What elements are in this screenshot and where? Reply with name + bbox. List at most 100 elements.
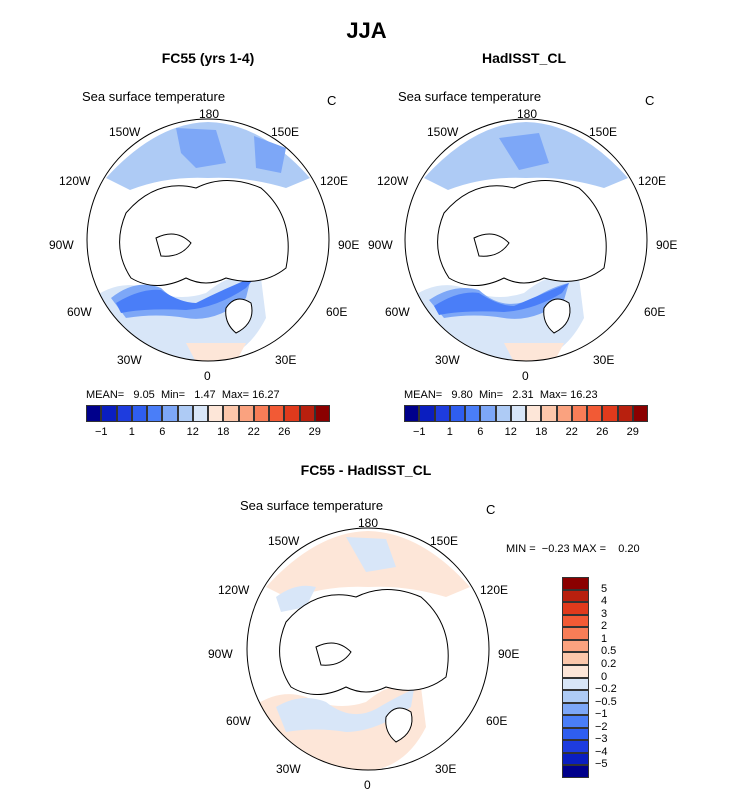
map-boundary-circle — [404, 118, 648, 362]
colorbar-tick-label: 0.5 — [601, 645, 617, 658]
colorbar-swatch — [562, 752, 589, 766]
unit-label-fc55: C — [327, 93, 337, 108]
colorbar-swatch — [571, 405, 587, 422]
colorbar-tick-label: −2 — [595, 720, 608, 733]
colorbar-swatch — [495, 405, 511, 422]
colorbar-labels-fc55: −1 1 6 12 18 22 26 29 — [86, 426, 330, 440]
panel-title-diff: FC55 - HadISST_CL — [300, 462, 432, 478]
colorbar-tick-label: −1 — [412, 426, 426, 438]
lon-label-30w: 30W — [435, 353, 460, 367]
colorbar-swatch — [449, 405, 465, 422]
lon-label-30e: 30E — [275, 353, 297, 367]
lon-label-120w: 120W — [59, 174, 91, 188]
lon-label-120w: 120W — [377, 174, 409, 188]
panel-title-fc55: FC55 (yrs 1-4) — [161, 50, 255, 66]
colorbar-tick-label: 1 — [446, 426, 453, 438]
lon-label-60w: 60W — [67, 305, 92, 319]
unit-label-hadisst: C — [645, 93, 655, 108]
colorbar-tick-label: −1 — [595, 708, 608, 721]
lon-label-60e: 60E — [326, 305, 348, 319]
lon-label-0: 0 — [364, 778, 371, 792]
colorbar-swatch — [238, 405, 254, 422]
colorbar-tick-label: 0 — [601, 670, 608, 683]
colorbar-swatch — [223, 405, 239, 422]
lon-label-0: 0 — [522, 369, 529, 383]
colorbar-tick-label: −1 — [94, 426, 108, 438]
colorbar-swatch — [562, 690, 589, 703]
colorbar-swatch — [419, 405, 435, 422]
polar-map-diff — [246, 527, 490, 771]
colorbar-swatch — [562, 627, 589, 640]
colorbar-swatch — [562, 765, 589, 778]
map-boundary-circle — [246, 527, 490, 771]
colorbar-tick-label: 4 — [601, 595, 608, 608]
variable-label-fc55: Sea surface temperature — [82, 89, 226, 104]
stats-fc55: MEAN= 9.05 Min= 1.47 Max= 16.27 — [86, 389, 280, 401]
greenland-outline — [155, 233, 192, 257]
lon-label-150w: 150W — [109, 125, 141, 139]
map-boundary-circle — [86, 118, 330, 362]
colorbar-diff — [562, 577, 589, 778]
lon-label-90w: 90W — [49, 238, 74, 252]
ocean-region-atlantic-dark — [116, 276, 256, 313]
colorbar-swatch — [131, 405, 147, 422]
colorbar-tick-label: 26 — [278, 426, 291, 438]
colorbar-swatch — [177, 405, 193, 422]
colorbar-swatch — [253, 405, 269, 422]
colorbar-swatch — [314, 405, 330, 422]
colorbar-tick-label: −5 — [595, 758, 608, 771]
colorbar-swatch — [562, 727, 589, 741]
colorbar-tick-label: −4 — [595, 745, 608, 758]
colorbar-tick-label: 29 — [308, 426, 321, 438]
colorbar-tick-label: 2 — [601, 620, 608, 633]
lon-label-120w: 120W — [218, 583, 250, 597]
colorbar-swatch — [86, 405, 102, 422]
lon-label-180: 180 — [199, 107, 220, 121]
colorbar-swatch — [147, 405, 163, 422]
colorbar-swatch — [299, 405, 315, 422]
colorbar-swatch — [162, 405, 178, 422]
lon-label-90w: 90W — [368, 238, 393, 252]
lon-label-180: 180 — [358, 516, 379, 530]
lon-label-90e: 90E — [656, 238, 678, 252]
lon-label-60w: 60W — [226, 714, 251, 728]
colorbar-swatch — [192, 405, 208, 422]
colorbar-swatch — [480, 405, 496, 422]
colorbar-swatch — [404, 405, 420, 422]
unit-label-diff: C — [486, 502, 496, 517]
colorbar-tick-label: −0.5 — [595, 695, 617, 708]
greenland-outline — [315, 642, 352, 666]
diff-region-bering-cool — [346, 537, 396, 572]
landmass-outline — [279, 589, 449, 695]
lon-label-150w: 150W — [427, 125, 459, 139]
polar-map-hadisst — [404, 118, 648, 362]
variable-label-hadisst: Sea surface temperature — [398, 89, 542, 104]
lon-label-120e: 120E — [480, 583, 509, 597]
landmass-outline — [119, 180, 289, 286]
colorbar-tick-label: 6 — [159, 426, 166, 438]
lon-label-60e: 60E — [644, 305, 666, 319]
colorbar-tick-label: 22 — [565, 426, 578, 438]
colorbar-tick-label: 26 — [596, 426, 609, 438]
colorbar-swatch — [562, 677, 589, 691]
lon-label-60e: 60E — [486, 714, 508, 728]
lon-label-150e: 150E — [589, 125, 618, 139]
colorbar-swatch — [562, 702, 589, 716]
colorbar-tick-label: 12 — [186, 426, 199, 438]
lon-label-150e: 150E — [271, 125, 300, 139]
colorbar-tick-label: 0.2 — [601, 657, 617, 670]
lon-label-30w: 30W — [276, 762, 301, 776]
colorbar-fc55 — [86, 405, 330, 422]
colorbar-tick-label: 29 — [626, 426, 639, 438]
lon-label-90e: 90E — [338, 238, 360, 252]
colorbar-tick-label: 18 — [535, 426, 548, 438]
colorbar-tick-label: −3 — [595, 733, 608, 746]
colorbar-swatch — [562, 740, 589, 753]
colorbar-swatch — [562, 589, 589, 603]
colorbar-tick-label: 18 — [217, 426, 230, 438]
variable-label-diff: Sea surface temperature — [240, 498, 384, 513]
lon-label-120e: 120E — [320, 174, 349, 188]
lon-label-30w: 30W — [117, 353, 142, 367]
stats-hadisst: MEAN= 9.80 Min= 2.31 Max= 16.23 — [404, 389, 598, 401]
colorbar-tick-label: 3 — [601, 607, 608, 620]
